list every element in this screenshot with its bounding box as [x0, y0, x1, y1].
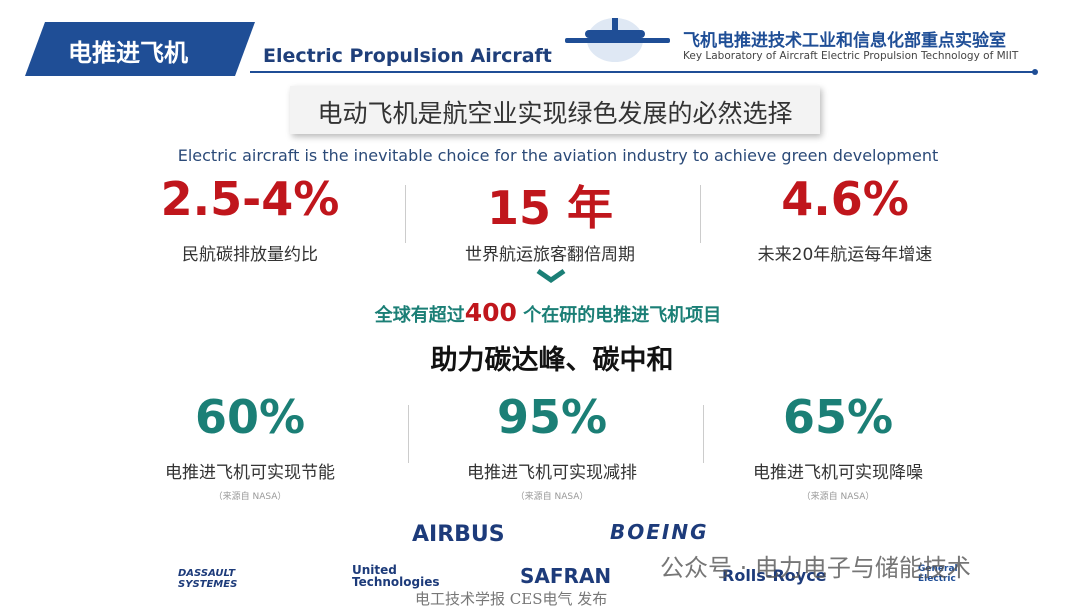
stat-value: 4.6%	[781, 172, 909, 226]
logo: DASSAULT SYSTEMES	[178, 568, 238, 590]
divider	[700, 185, 701, 243]
stat-value: 95%	[496, 390, 608, 444]
stat-source: （来源自 NASA）	[515, 492, 589, 502]
headline-en: Electric aircraft is the inevitable choi…	[177, 146, 939, 165]
logo: Rolls-Royce	[722, 566, 827, 585]
lab-cn: 飞机电推进技术工业和信息化部重点实验室	[683, 31, 1006, 51]
watermark: 公众号 · 电力电子与储能技术	[660, 554, 971, 582]
logo: AIRBUS	[412, 522, 505, 547]
divider	[703, 405, 704, 463]
stat-label: 世界航运旅客翻倍周期	[465, 245, 635, 265]
projects-number: 400	[464, 298, 517, 327]
projects-line: 全球有超过400 个在研的电推进飞机项目	[375, 298, 721, 327]
stat-value: 65%	[782, 390, 894, 444]
headline-box	[290, 86, 820, 134]
stat-source: （来源自 NASA）	[801, 492, 875, 502]
rule-dot	[1032, 69, 1038, 75]
stat-value: 60%	[194, 390, 306, 444]
stat-value: 15 年	[486, 181, 614, 235]
badge: 电推进飞机	[68, 39, 188, 67]
logo: United Technologies	[352, 563, 440, 589]
stat-source: （来源自 NASA）	[213, 492, 287, 502]
divider	[405, 185, 406, 243]
projects-prefix: 全球有超过	[374, 305, 465, 326]
stat-label: 民航碳排放量约比	[182, 245, 318, 265]
lab-logo	[565, 18, 670, 62]
slogan: 助力碳达峰、碳中和	[430, 345, 674, 376]
lab-en: Key Laboratory of Aircraft Electric Prop…	[683, 50, 1019, 62]
stat-value: 2.5-4%	[160, 172, 340, 226]
header-graphics	[25, 18, 1038, 76]
logo: BOEING	[610, 520, 709, 544]
stat-label: 未来20年航运每年增速	[757, 245, 933, 265]
chevron	[536, 268, 566, 284]
badge-bg	[25, 22, 255, 76]
headline-cn: 电动飞机是航空业实现绿色发展的必然选择	[317, 99, 793, 128]
divider	[408, 405, 409, 463]
projects-suffix: 个在研的电推进飞机项目	[523, 305, 722, 326]
stat-label: 电推进飞机可实现减排	[467, 463, 637, 483]
title-en: Electric Propulsion Aircraft	[263, 45, 552, 67]
logo: General Electric	[918, 564, 958, 584]
footer: 电工技术学报 CES电气 发布	[415, 590, 608, 608]
stat-label: 电推进飞机可实现节能	[165, 463, 335, 483]
logo: SAFRAN	[520, 564, 612, 588]
stat-label: 电推进飞机可实现降噪	[753, 463, 923, 483]
